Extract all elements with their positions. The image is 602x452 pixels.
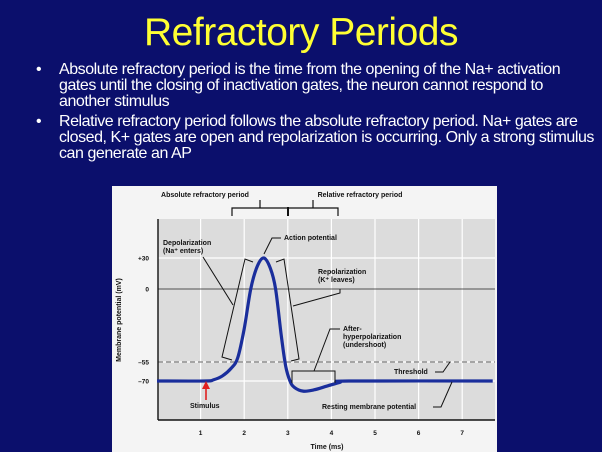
x-tick-label: 5 — [373, 430, 377, 437]
threshold-leader — [435, 361, 451, 373]
resting-potential-label: Resting membrane potential — [322, 404, 416, 411]
x-tick-label: 4 — [330, 430, 334, 437]
depolarization-leader — [202, 256, 234, 306]
y-tick-label: 0 — [145, 287, 149, 294]
bullet-text: Absolute refractory period is the time f… — [59, 61, 561, 110]
y-tick-label: –55 — [138, 360, 149, 367]
undershoot-leader — [313, 328, 340, 372]
bullet-item: • Absolute refractory period is the time … — [36, 62, 596, 110]
x-tick-label: 1 — [199, 430, 203, 437]
refractory-brackets — [231, 200, 339, 216]
bullet-dot-icon: • — [36, 61, 42, 78]
after-hyperpolarization-label: After-hyperpolarization (undershoot) — [343, 326, 401, 349]
resting-leader — [433, 381, 453, 408]
x-tick-label: 2 — [242, 430, 246, 437]
action-potential-label: Action potential — [284, 235, 337, 242]
x-tick-label: 3 — [286, 430, 290, 437]
x-tick-label: 6 — [417, 430, 421, 437]
membrane-potential-curve — [156, 256, 493, 393]
y-tick-label: –70 — [138, 379, 149, 386]
bullet-list: • Absolute refractory period is the time … — [36, 62, 596, 166]
repolarization-leader — [292, 289, 341, 307]
action-potential-leader — [263, 237, 281, 255]
bullet-item: • Relative refractory period follows the … — [36, 114, 596, 162]
annotation-leaders — [202, 237, 453, 408]
x-tick-label: 7 — [460, 430, 464, 437]
depolarization-bracket — [221, 258, 254, 361]
y-axis-label: Membrane potential (mV) — [116, 278, 123, 362]
x-axis-label: Time (ms) — [311, 444, 344, 451]
relative-period-label: Relative refractory period — [318, 192, 403, 199]
y-tick-label: +30 — [138, 256, 149, 263]
absolute-period-label: Absolute refractory period — [161, 192, 249, 199]
depolarization-label: Depolarization (Na⁺ enters) — [163, 240, 211, 255]
undershoot-bracket — [291, 370, 336, 383]
slide-title: Refractory Periods — [144, 11, 458, 54]
repolarization-bracket — [275, 258, 300, 362]
period-bracket — [231, 207, 339, 216]
repolarization-label: Repolarization (K⁺ leaves) — [318, 269, 366, 284]
bullet-text: Relative refractory period follows the a… — [59, 113, 594, 162]
stimulus-arrow-icon — [202, 381, 210, 400]
plot-area — [158, 219, 495, 420]
bullet-dot-icon: • — [36, 113, 42, 130]
stimulus-label: Stimulus — [190, 403, 220, 410]
threshold-label: Threshold — [394, 369, 428, 376]
